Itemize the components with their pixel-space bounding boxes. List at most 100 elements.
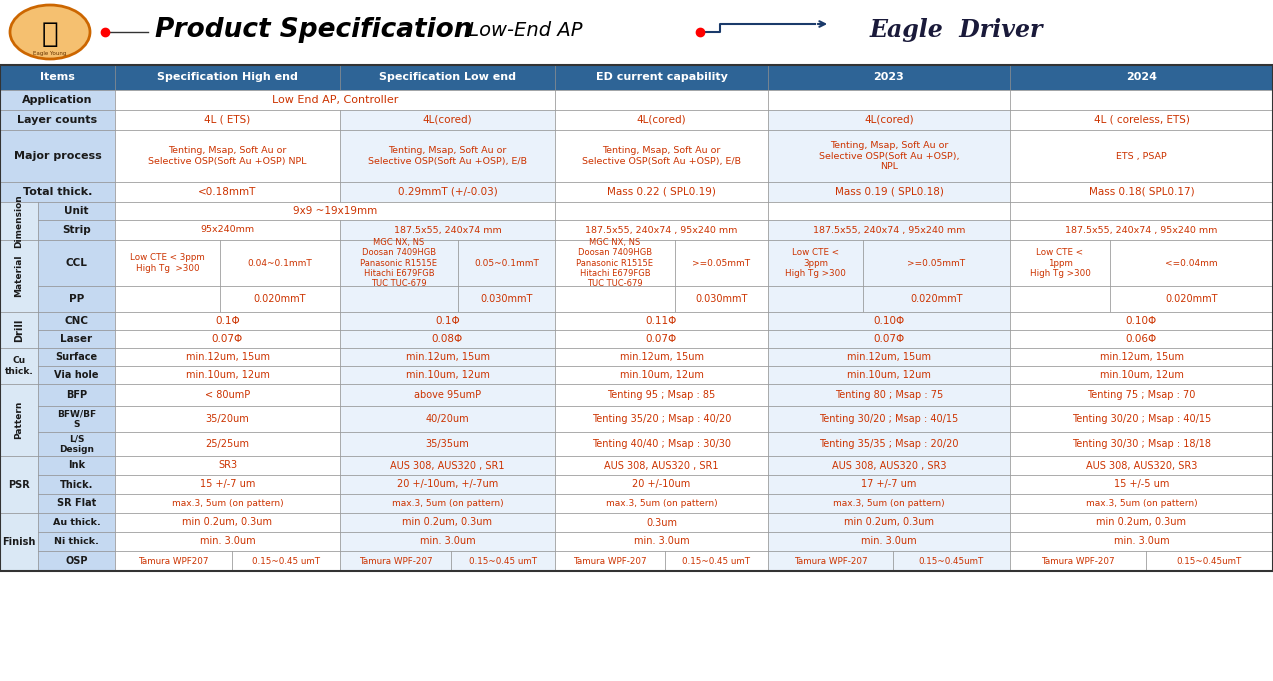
- Text: 0.07Φ: 0.07Φ: [873, 334, 905, 344]
- Text: 0.07Φ: 0.07Φ: [645, 334, 677, 344]
- Bar: [768, 406, 1009, 432]
- Text: min. 3.0um: min. 3.0um: [634, 537, 689, 546]
- Bar: [768, 312, 1009, 330]
- Text: Eagle  Driver: Eagle Driver: [869, 18, 1044, 42]
- Bar: [555, 110, 768, 130]
- Bar: [555, 90, 768, 110]
- Text: min.10um, 12um: min.10um, 12um: [186, 370, 270, 380]
- Bar: [0, 513, 38, 571]
- Text: min.10um, 12um: min.10um, 12um: [1100, 370, 1184, 380]
- Bar: [555, 220, 768, 240]
- Text: 0.020mmT: 0.020mmT: [253, 294, 307, 304]
- Text: Tenting, Msap, Soft Au or
Selective OSP(Soft Au +OSP),
NPL: Tenting, Msap, Soft Au or Selective OSP(…: [819, 141, 960, 171]
- Text: 0.15~0.45 umT: 0.15~0.45 umT: [252, 556, 320, 565]
- Text: min. 3.0um: min. 3.0um: [862, 537, 917, 546]
- Bar: [220, 286, 340, 312]
- Bar: [0, 0, 1273, 63]
- Bar: [115, 532, 340, 551]
- Text: Major process: Major process: [14, 151, 102, 161]
- Text: min.12um, 15um: min.12um, 15um: [620, 352, 704, 362]
- Text: Tamura WPF-207: Tamura WPF-207: [793, 556, 867, 565]
- Bar: [768, 130, 1009, 182]
- Bar: [0, 65, 115, 90]
- Bar: [768, 220, 1009, 240]
- Text: min.10um, 12um: min.10um, 12um: [847, 370, 931, 380]
- Text: 20 +/-10um: 20 +/-10um: [633, 479, 691, 490]
- Text: Pattern: Pattern: [14, 401, 23, 439]
- Text: Tenting, Msap, Soft Au or
Selective OSP(Soft Au +OSP), E/B: Tenting, Msap, Soft Au or Selective OSP(…: [582, 146, 741, 165]
- Text: PSR: PSR: [8, 479, 29, 490]
- Bar: [38, 532, 115, 551]
- Bar: [115, 202, 555, 220]
- Bar: [1009, 551, 1146, 571]
- Bar: [38, 202, 115, 220]
- Text: 🦅: 🦅: [42, 20, 59, 48]
- Text: Low CTE < 3ppm
High Tg  >300: Low CTE < 3ppm High Tg >300: [130, 253, 205, 272]
- Text: 35/20um: 35/20um: [206, 414, 250, 424]
- Text: Finish: Finish: [3, 537, 36, 547]
- Text: 0.15~0.45umT: 0.15~0.45umT: [919, 556, 984, 565]
- Bar: [340, 65, 555, 90]
- Text: Tenting 95 ; Msap : 85: Tenting 95 ; Msap : 85: [607, 390, 715, 400]
- Text: 0.07Φ: 0.07Φ: [211, 334, 243, 344]
- Text: 0.10Φ: 0.10Φ: [873, 316, 905, 326]
- Text: 0.3um: 0.3um: [645, 518, 677, 528]
- Text: above 95umP: above 95umP: [414, 390, 481, 400]
- Text: 0.1Φ: 0.1Φ: [215, 316, 239, 326]
- Text: 187.5x55, 240x74 mm: 187.5x55, 240x74 mm: [393, 225, 502, 234]
- Text: Product Specification: Product Specification: [155, 17, 472, 43]
- Bar: [340, 286, 458, 312]
- Bar: [340, 182, 555, 202]
- Text: Tenting 30/20 ; Msap : 40/15: Tenting 30/20 ; Msap : 40/15: [1072, 414, 1211, 424]
- Bar: [768, 286, 863, 312]
- Bar: [340, 312, 555, 330]
- Bar: [115, 65, 340, 90]
- Bar: [340, 551, 451, 571]
- Text: min. 3.0um: min. 3.0um: [1114, 537, 1170, 546]
- Text: 187.5x55, 240x74 , 95x240 mm: 187.5x55, 240x74 , 95x240 mm: [1066, 225, 1218, 234]
- Bar: [340, 513, 555, 532]
- Text: min. 3.0um: min. 3.0um: [420, 537, 475, 546]
- Bar: [768, 494, 1009, 513]
- Text: Low-End AP: Low-End AP: [462, 20, 583, 39]
- Bar: [115, 551, 232, 571]
- Text: 15 +/-5 um: 15 +/-5 um: [1114, 479, 1169, 490]
- Bar: [38, 432, 115, 456]
- Bar: [1009, 90, 1273, 110]
- Text: >=0.05mmT: >=0.05mmT: [693, 259, 751, 268]
- Text: L/S
Design: L/S Design: [59, 434, 94, 454]
- Text: Tamura WPF-207: Tamura WPF-207: [1041, 556, 1115, 565]
- Bar: [768, 475, 1009, 494]
- Bar: [555, 65, 768, 90]
- Text: 2024: 2024: [1127, 72, 1157, 82]
- Bar: [0, 348, 38, 384]
- Text: Ink: Ink: [67, 460, 85, 471]
- Bar: [0, 456, 38, 513]
- Text: AUS 308, AUS320 , SR3: AUS 308, AUS320 , SR3: [831, 460, 946, 471]
- Bar: [115, 406, 340, 432]
- Text: AUS 308, AUS320, SR3: AUS 308, AUS320, SR3: [1086, 460, 1197, 471]
- Text: OSP: OSP: [65, 556, 88, 566]
- Bar: [38, 475, 115, 494]
- Text: Mass 0.18( SPL0.17): Mass 0.18( SPL0.17): [1088, 187, 1194, 197]
- Text: Via hole: Via hole: [55, 370, 99, 380]
- Text: Application: Application: [22, 95, 93, 105]
- Bar: [0, 312, 38, 348]
- Bar: [38, 494, 115, 513]
- Bar: [0, 202, 38, 240]
- Bar: [555, 182, 768, 202]
- Bar: [115, 348, 340, 366]
- Bar: [115, 494, 340, 513]
- Text: max.3, 5um (on pattern): max.3, 5um (on pattern): [606, 499, 717, 508]
- Text: Au thick.: Au thick.: [52, 518, 101, 527]
- Bar: [1009, 130, 1273, 182]
- Text: Unit: Unit: [64, 206, 89, 216]
- Text: 0.29mmT (+/-0.03): 0.29mmT (+/-0.03): [397, 187, 498, 197]
- Bar: [38, 286, 115, 312]
- Text: Laser: Laser: [60, 334, 93, 344]
- Bar: [665, 551, 768, 571]
- Bar: [555, 130, 768, 182]
- Bar: [1009, 240, 1110, 286]
- Text: min.10um, 12um: min.10um, 12um: [620, 370, 704, 380]
- Bar: [768, 432, 1009, 456]
